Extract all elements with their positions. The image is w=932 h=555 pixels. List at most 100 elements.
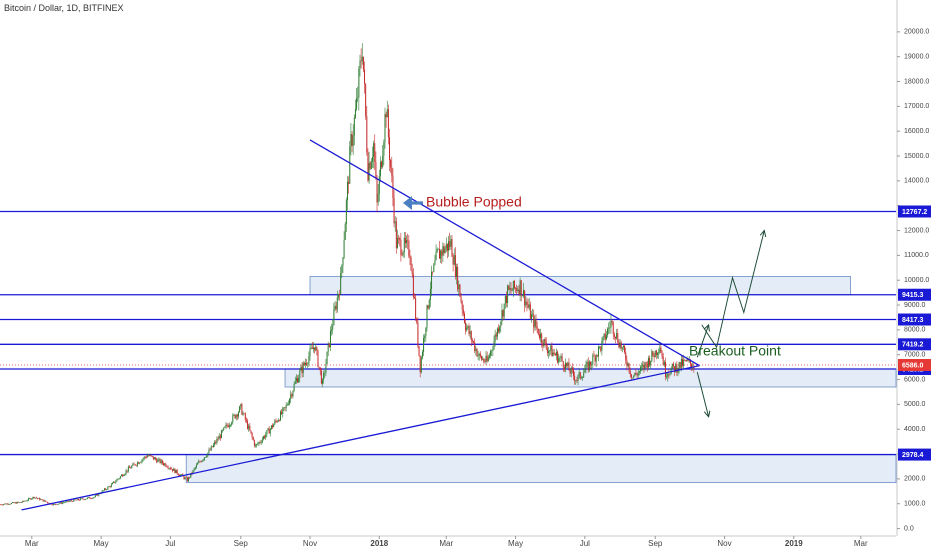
candle-body-336: [381, 161, 383, 168]
candle-body-363: [411, 270, 413, 275]
candle-body-121: [136, 462, 138, 466]
candle-body-563: [638, 371, 640, 373]
candle-body-278: [315, 347, 317, 351]
candle-body-415: [470, 331, 472, 341]
candle-body-71: [80, 498, 82, 501]
candle-body-256: [290, 394, 292, 399]
candle-body-304: [344, 223, 346, 240]
candle-body-297: [336, 297, 338, 310]
candle-body-570: [646, 363, 648, 368]
candle-body-30: [33, 496, 35, 499]
candle-body-181: [205, 456, 207, 458]
candle-body-84: [94, 495, 96, 498]
candle-body-40: [44, 500, 46, 502]
y-tick-label-16: 16000.0: [904, 128, 929, 135]
candle-body-424: [481, 356, 483, 360]
candle-body-234: [265, 434, 267, 438]
candle-body-397: [450, 239, 452, 247]
candle-body-411: [466, 327, 468, 331]
candle-body-583: [661, 353, 663, 357]
level-badge-0: [898, 205, 931, 218]
x-tick-label-9: Sep: [648, 539, 663, 548]
level-badge-label-3: 7419.2: [902, 342, 924, 349]
y-tick-label-12: 12000.0: [904, 227, 929, 234]
candle-body-19: [21, 502, 23, 503]
candle-body-370: [419, 355, 421, 373]
candle-body-33: [36, 498, 38, 499]
candle-body-469: [532, 314, 534, 315]
candle-body-399: [452, 256, 454, 265]
candle-body-330: [374, 143, 376, 163]
candle-body-394: [446, 243, 448, 251]
candle-body-543: [616, 333, 618, 339]
candle-body-206: [233, 414, 235, 416]
candle-body-48: [54, 504, 56, 505]
candle-body-347: [393, 197, 395, 224]
candle-body-337: [382, 155, 384, 168]
candle-body-293: [332, 324, 334, 330]
candle-body-212: [240, 404, 242, 407]
y-tick-label-18: 18000.0: [904, 78, 929, 85]
candle-body-124: [140, 461, 142, 463]
candle-body-553: [627, 363, 629, 366]
candle-body-150: [169, 467, 171, 469]
candle-body-345: [391, 167, 393, 176]
candle-body-530: [601, 341, 603, 351]
candle-body-572: [649, 358, 651, 366]
candle-body-0: [0, 504, 1, 506]
candle-body-326: [369, 162, 371, 169]
candle-body-196: [222, 430, 224, 431]
candle-body-520: [590, 361, 592, 365]
candle-body-149: [168, 467, 170, 469]
candle-body-313: [354, 109, 356, 118]
candle-body-409: [463, 313, 465, 323]
candle-body-388: [440, 250, 442, 259]
candle-body-427: [484, 361, 486, 363]
candle-body-18: [19, 502, 21, 503]
y-tick-label-17: 17000.0: [904, 103, 929, 110]
chart-title: Bitcoin / Dollar, 1D, BITFINEX: [4, 3, 124, 13]
candle-body-588: [667, 373, 669, 377]
candle-body-327: [370, 161, 372, 169]
last-price-badge-label: 6586.0: [902, 362, 924, 369]
candle-body-249: [282, 408, 284, 415]
candle-body-163: [184, 477, 186, 479]
candle-body-353: [400, 239, 402, 256]
candle-body-211: [239, 406, 241, 413]
candle-body-494: [560, 356, 562, 358]
candle-body-438: [496, 328, 498, 337]
candle-body-3: [2, 504, 4, 505]
candle-body-15: [16, 502, 18, 504]
candle-body-155: [175, 469, 177, 473]
candle-body-282: [319, 367, 321, 372]
candle-body-586: [664, 362, 666, 377]
y-tick-label-2: 2000.0: [904, 476, 926, 483]
x-tick-label-0: Mar: [25, 539, 39, 548]
candle-body-46: [51, 504, 53, 506]
candle-body-221: [250, 430, 252, 434]
candle-body-7: [7, 503, 9, 505]
candle-body-519: [588, 361, 590, 371]
candle-body-223: [252, 437, 254, 441]
annotation-breakout-point: Breakout Point: [689, 343, 781, 359]
candle-body-154: [174, 468, 176, 473]
candle-body-56: [63, 502, 65, 504]
candle-body-374: [424, 336, 426, 338]
candle-body-38: [42, 499, 44, 502]
candle-body-450: [510, 288, 512, 291]
y-tick-label-8: 8000.0: [904, 327, 926, 334]
y-tick-label-6: 6000.0: [904, 376, 926, 383]
candle-body-378: [428, 300, 430, 309]
candle-body-153: [173, 468, 175, 471]
candle-body-471: [534, 319, 536, 328]
candle-body-577: [654, 350, 656, 358]
candle-body-522: [592, 355, 594, 365]
candle-body-468: [530, 314, 532, 319]
candle-body-463: [525, 301, 527, 306]
candle-body-222: [251, 433, 253, 438]
candle-body-452: [512, 280, 514, 291]
candle-body-318: [360, 60, 362, 62]
candle-body-178: [201, 460, 203, 462]
candle-body-68: [76, 499, 78, 501]
candle-body-213: [241, 404, 243, 415]
